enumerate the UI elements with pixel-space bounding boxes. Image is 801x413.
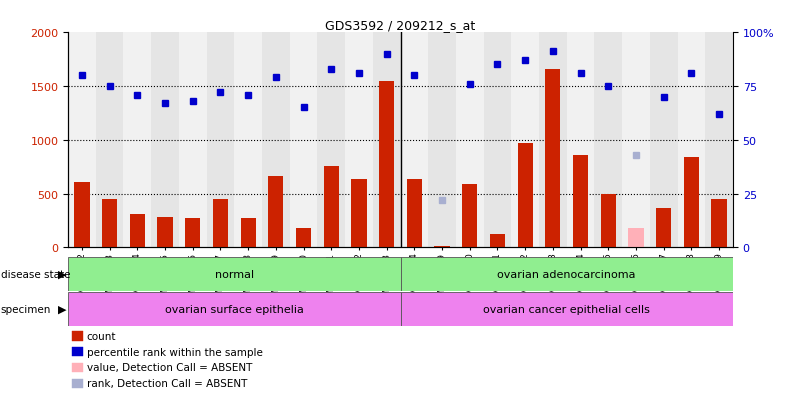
Text: normal: normal xyxy=(215,269,254,279)
Text: percentile rank within the sample: percentile rank within the sample xyxy=(87,347,263,357)
Bar xyxy=(456,33,484,248)
Bar xyxy=(678,33,705,248)
Text: ▶: ▶ xyxy=(58,269,66,279)
Bar xyxy=(705,33,733,248)
Bar xyxy=(400,257,733,291)
Bar xyxy=(517,144,533,248)
Bar xyxy=(429,33,456,248)
Bar xyxy=(539,33,567,248)
Text: ▶: ▶ xyxy=(58,304,66,314)
Text: ovarian cancer epithelial cells: ovarian cancer epithelial cells xyxy=(483,304,650,314)
Bar xyxy=(262,33,290,248)
Bar xyxy=(240,219,256,248)
Bar xyxy=(96,33,123,248)
Bar xyxy=(207,33,235,248)
Bar xyxy=(317,33,345,248)
Text: count: count xyxy=(87,331,116,341)
Bar xyxy=(179,33,207,248)
Text: rank, Detection Call = ABSENT: rank, Detection Call = ABSENT xyxy=(87,378,247,388)
Bar xyxy=(601,194,616,248)
Bar xyxy=(372,33,400,248)
Bar xyxy=(573,155,588,248)
Bar xyxy=(711,199,727,248)
Bar xyxy=(484,33,511,248)
Text: specimen: specimen xyxy=(1,304,51,314)
Bar xyxy=(684,158,699,248)
Bar xyxy=(400,33,429,248)
Bar xyxy=(324,166,339,248)
Bar xyxy=(151,33,179,248)
Text: ovarian surface epithelia: ovarian surface epithelia xyxy=(165,304,304,314)
Bar xyxy=(400,292,733,326)
Bar xyxy=(68,257,400,291)
Bar xyxy=(296,228,311,248)
Bar xyxy=(462,185,477,248)
Bar xyxy=(68,292,400,326)
Bar xyxy=(407,179,422,248)
Bar xyxy=(352,179,367,248)
Bar xyxy=(102,199,117,248)
Bar xyxy=(130,214,145,248)
Text: value, Detection Call = ABSENT: value, Detection Call = ABSENT xyxy=(87,363,252,373)
Bar xyxy=(434,247,449,248)
Bar xyxy=(268,177,284,248)
Bar xyxy=(235,33,262,248)
Bar xyxy=(490,235,505,248)
Bar xyxy=(123,33,151,248)
Bar xyxy=(345,33,372,248)
Bar xyxy=(622,33,650,248)
Bar xyxy=(545,69,561,248)
Bar xyxy=(511,33,539,248)
Bar xyxy=(68,33,96,248)
Bar xyxy=(290,33,317,248)
Bar xyxy=(567,33,594,248)
Bar xyxy=(628,228,643,248)
Bar xyxy=(594,33,622,248)
Bar xyxy=(185,219,200,248)
Bar xyxy=(379,81,394,248)
Bar xyxy=(158,218,173,248)
Text: ovarian adenocarcinoma: ovarian adenocarcinoma xyxy=(497,269,636,279)
Title: GDS3592 / 209212_s_at: GDS3592 / 209212_s_at xyxy=(325,19,476,32)
Text: disease state: disease state xyxy=(1,269,70,279)
Bar xyxy=(74,182,90,248)
Bar xyxy=(650,33,678,248)
Bar xyxy=(656,208,671,248)
Bar xyxy=(213,199,228,248)
